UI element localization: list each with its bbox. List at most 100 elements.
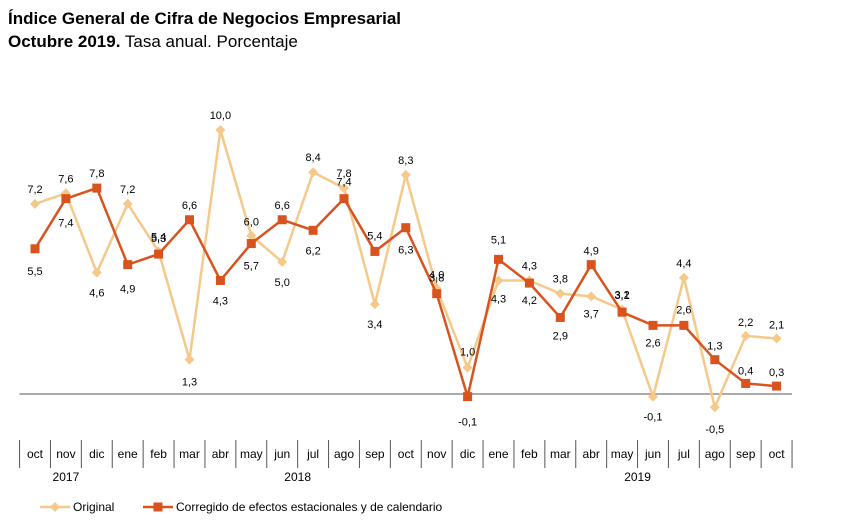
- original-data-label: 4,3: [491, 293, 506, 305]
- year-label: 2018: [284, 470, 311, 484]
- corregido-data-label: 3,1: [614, 290, 629, 302]
- legend-corregido-marker: [153, 502, 163, 512]
- legend-original-label: Original: [73, 500, 114, 514]
- original-point: [91, 267, 102, 278]
- corregido-data-label: 7,8: [89, 168, 104, 180]
- corregido-point: [185, 215, 194, 225]
- x-tick-label: oct: [398, 447, 415, 461]
- original-point: [339, 183, 349, 194]
- corregido-data-label: 4,3: [213, 295, 228, 307]
- original-data-label: 4,6: [89, 288, 104, 300]
- legend-corregido-label: Corregido de efectos estacionales y de c…: [176, 500, 442, 514]
- original-data-label: 7,6: [58, 173, 73, 185]
- corregido-data-label: 0,4: [738, 365, 753, 377]
- x-tick-label: dic: [460, 447, 475, 461]
- original-point: [740, 330, 751, 341]
- original-data-label: 8,3: [398, 155, 413, 167]
- corregido-data-label: 6,2: [305, 245, 320, 257]
- corregido-data-label: 6,6: [182, 200, 197, 212]
- x-tick-label: jul: [677, 447, 690, 461]
- corregido-data-label: 7,4: [336, 177, 351, 189]
- corregido-point: [586, 260, 596, 270]
- corregido-data-label: 5,1: [491, 234, 506, 246]
- original-data-label: 10,0: [210, 110, 231, 122]
- original-point: [648, 391, 658, 402]
- x-tick-label: oct: [27, 447, 44, 461]
- corregido-data-label: 5,5: [27, 266, 42, 278]
- x-tick-label: ago: [334, 447, 354, 461]
- corregido-point: [246, 239, 256, 249]
- original-point: [709, 402, 720, 413]
- original-point: [277, 257, 288, 267]
- corregido-data-label: 6,3: [398, 245, 413, 257]
- original-point: [586, 291, 597, 302]
- original-point: [308, 167, 319, 178]
- original-point: [555, 288, 566, 299]
- corregido-point: [617, 307, 627, 317]
- original-point: [30, 198, 40, 209]
- corregido-data-label: 6,6: [275, 200, 290, 212]
- original-data-label: 3,8: [553, 274, 568, 286]
- x-tick-label: jun: [273, 447, 290, 461]
- x-tick-label: jul: [306, 447, 319, 461]
- x-tick-label: may: [611, 447, 634, 461]
- corregido-point: [772, 381, 782, 391]
- x-tick-label: dic: [89, 447, 104, 461]
- x-tick-label: feb: [150, 447, 167, 461]
- corregido-point: [432, 289, 442, 299]
- original-data-label: 4,3: [522, 260, 537, 272]
- original-point: [246, 230, 257, 241]
- original-data-label: 1,0: [460, 347, 475, 359]
- corregido-data-label: 5,4: [367, 230, 382, 242]
- subtitle-period: Octubre 2019.: [8, 32, 121, 51]
- corregido-data-label: 2,6: [676, 304, 691, 316]
- corregido-point: [277, 215, 287, 225]
- chart-subtitle: Octubre 2019. Tasa anual. Porcentaje: [8, 31, 298, 53]
- corregido-data-label: 7,4: [58, 218, 73, 230]
- corregido-data-label: -0,1: [458, 417, 477, 429]
- corregido-data-label: 5,3: [151, 233, 166, 245]
- original-data-label: 7,2: [27, 184, 42, 196]
- corregido-point: [154, 249, 164, 259]
- corregido-point: [401, 223, 411, 233]
- corregido-point: [710, 355, 720, 365]
- x-tick-label: sep: [736, 447, 756, 461]
- x-tick-label: jun: [644, 447, 661, 461]
- x-tick-label: nov: [427, 447, 446, 461]
- original-point: [215, 125, 226, 135]
- original-data-label: 3,2: [614, 290, 629, 302]
- original-data-label: 4,0: [429, 269, 444, 281]
- chart-title: Índice General de Cifra de Negocios Empr…: [8, 9, 402, 28]
- corregido-point: [524, 278, 534, 288]
- corregido-data-label: 3,8: [429, 273, 444, 285]
- x-tick-label: abr: [212, 447, 229, 461]
- original-point: [462, 362, 473, 373]
- x-tick-label: oct: [769, 447, 786, 461]
- original-data-label: 3,7: [584, 308, 599, 320]
- legend-original-marker: [50, 502, 60, 512]
- corregido-data-label: 4,9: [120, 284, 135, 296]
- x-tick-label: abr: [583, 447, 600, 461]
- original-data-label: 8,4: [305, 152, 320, 164]
- corregido-data-label: 4,9: [584, 246, 599, 258]
- year-label: 2017: [53, 470, 80, 484]
- corregido-point: [555, 312, 565, 322]
- corregido-point: [215, 275, 225, 285]
- original-data-label: 3,4: [367, 319, 382, 331]
- original-data-label: 1,3: [182, 377, 197, 389]
- year-label: 2019: [624, 470, 651, 484]
- original-data-label: -0,1: [644, 412, 663, 424]
- corregido-point: [741, 378, 751, 388]
- corregido-data-label: 0,3: [769, 367, 784, 379]
- corregido-data-label: 4,2: [522, 295, 537, 307]
- corregido-point: [61, 194, 71, 204]
- corregido-line: [33, 186, 777, 398]
- original-point: [122, 198, 133, 209]
- x-tick-label: feb: [521, 447, 538, 461]
- corregido-data-label: 5,7: [244, 261, 259, 273]
- corregido-point: [339, 194, 349, 204]
- corregido-data-label: 1,3: [707, 341, 722, 353]
- corregido-point: [123, 260, 133, 270]
- corregido-point: [30, 244, 40, 254]
- x-tick-label: ago: [705, 447, 725, 461]
